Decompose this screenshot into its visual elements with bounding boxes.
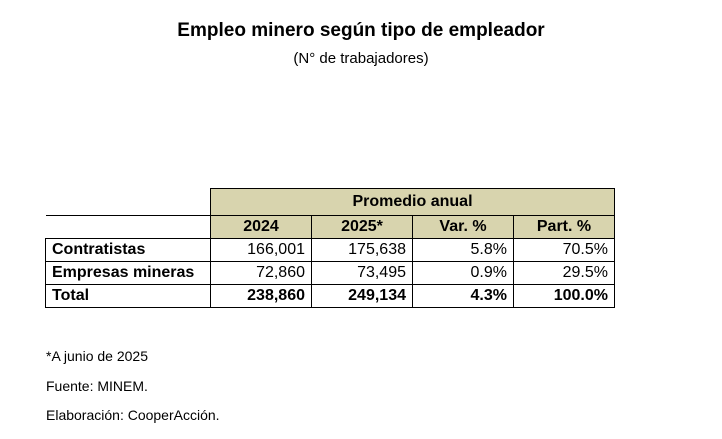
column-header: Part. %	[513, 215, 615, 239]
table-cell: 166,001	[210, 238, 312, 262]
row-label: Contratistas	[45, 238, 211, 262]
total-cell: 249,134	[311, 284, 413, 308]
row-label: Empresas mineras	[45, 261, 211, 285]
table-empty-corner	[45, 188, 211, 216]
column-header: 2025*	[311, 215, 413, 239]
total-cell: 238,860	[210, 284, 312, 308]
table-cell: 72,860	[210, 261, 312, 285]
total-cell: 4.3%	[412, 284, 514, 308]
employment-table: Promedio anual 2024 2025* Var. % Part. %…	[45, 188, 615, 308]
table-row: Contratistas 166,001 175,638 5.8% 70.5%	[45, 238, 615, 262]
table-empty-corner	[45, 215, 211, 239]
table-total-row: Total 238,860 249,134 4.3% 100.0%	[45, 284, 615, 308]
table-cell: 70.5%	[513, 238, 615, 262]
table-column-header-row: 2024 2025* Var. % Part. %	[45, 215, 615, 239]
column-header: 2024	[210, 215, 312, 239]
total-cell: 100.0%	[513, 284, 615, 308]
table-group-header-row: Promedio anual	[45, 188, 615, 216]
page-title: Empleo minero según tipo de empleador	[177, 20, 545, 41]
footnote-elaboration: Elaboración: CooperAcción.	[46, 407, 220, 423]
table-cell: 175,638	[311, 238, 413, 262]
table-cell: 5.8%	[412, 238, 514, 262]
group-header-promedio-anual: Promedio anual	[210, 188, 615, 216]
page-subtitle: (N° de trabajadores)	[293, 50, 429, 67]
table-row: Empresas mineras 72,860 73,495 0.9% 29.5…	[45, 261, 615, 285]
table-cell: 29.5%	[513, 261, 615, 285]
column-header: Var. %	[412, 215, 514, 239]
table-cell: 0.9%	[412, 261, 514, 285]
total-label: Total	[45, 284, 211, 308]
footnote-date: *A junio de 2025	[46, 348, 148, 364]
footnote-source: Fuente: MINEM.	[46, 378, 148, 394]
table-cell: 73,495	[311, 261, 413, 285]
